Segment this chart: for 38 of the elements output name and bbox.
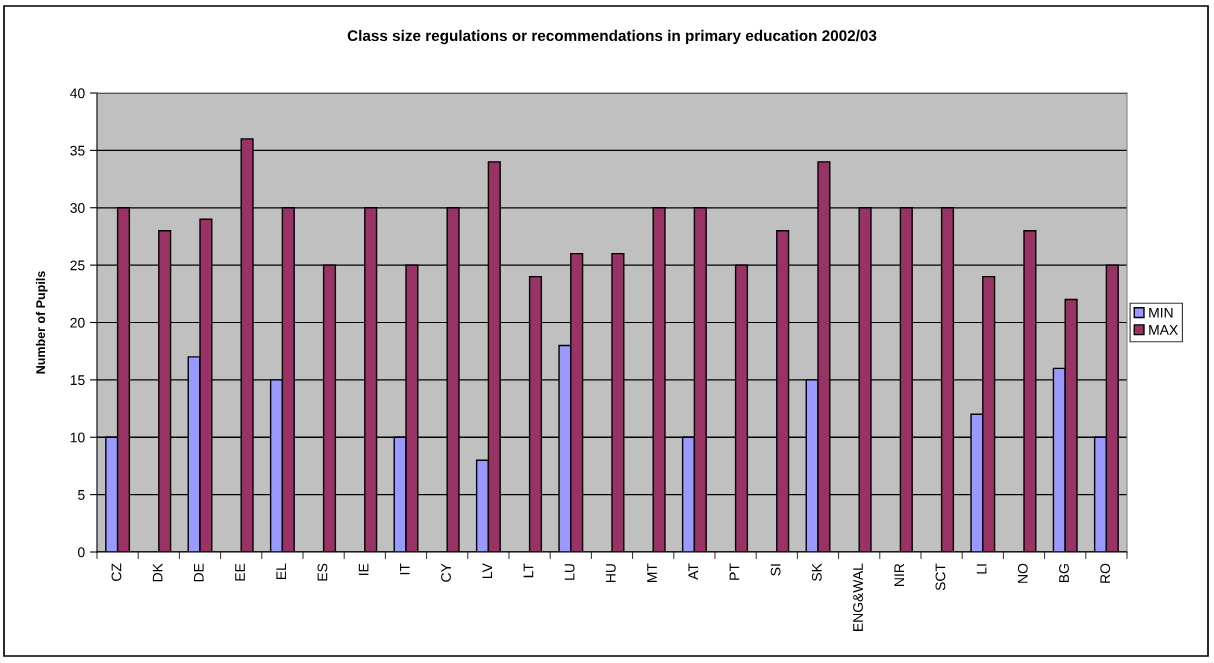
x-tick-label: EL bbox=[276, 563, 286, 579]
y-tick-label: 25 bbox=[70, 260, 85, 271]
x-tick-label: NIR bbox=[894, 563, 904, 586]
x-tick-label: LI bbox=[976, 564, 987, 574]
x-tick-label: AT bbox=[688, 563, 698, 580]
x-tick-label: MT bbox=[647, 563, 657, 583]
y-tick-label: 40 bbox=[70, 88, 85, 99]
chart-title: Class size regulations or recommendations in primary education 2002/03 bbox=[347, 29, 877, 45]
x-tick-label: LU bbox=[564, 564, 575, 580]
x-tick-label: ENG&WAL bbox=[853, 563, 863, 631]
x-tick-label: ES bbox=[317, 563, 328, 581]
y-tick-label: 0 bbox=[78, 547, 85, 558]
x-tick-label: LV bbox=[482, 563, 492, 578]
y-tick-label: 10 bbox=[70, 432, 85, 443]
x-tick-label: SCT bbox=[935, 563, 946, 591]
x-tick-label: HU bbox=[606, 564, 616, 583]
x-tick-label: EE bbox=[235, 563, 245, 581]
legend-label: MAX bbox=[1149, 325, 1178, 335]
x-tick-label: DE bbox=[194, 563, 204, 582]
y-tick-label: 30 bbox=[70, 203, 85, 213]
x-tick-label: CY bbox=[441, 563, 451, 582]
y-axis-title: Number of Pupils bbox=[35, 271, 48, 374]
x-tick-label: NO bbox=[1017, 563, 1028, 583]
x-tick-label: IE bbox=[358, 563, 369, 575]
x-tick-label: DK bbox=[152, 563, 163, 582]
x-tick-label: PT bbox=[729, 563, 740, 580]
x-tick-label: SK bbox=[811, 563, 822, 582]
x-tick-label: SI bbox=[770, 564, 781, 576]
y-tick-label: 15 bbox=[70, 375, 85, 386]
legend-label: MIN bbox=[1149, 307, 1173, 318]
x-tick-label: BG bbox=[1059, 564, 1069, 583]
y-tick-label: 20 bbox=[70, 317, 85, 328]
x-tick-label: IT bbox=[400, 563, 410, 575]
y-tick-label: 5 bbox=[78, 490, 85, 500]
x-tick-label: CZ bbox=[111, 563, 122, 581]
x-tick-label: RO bbox=[1100, 563, 1111, 583]
y-tick-label: 35 bbox=[70, 145, 85, 156]
x-tick-label: LT bbox=[523, 563, 534, 578]
